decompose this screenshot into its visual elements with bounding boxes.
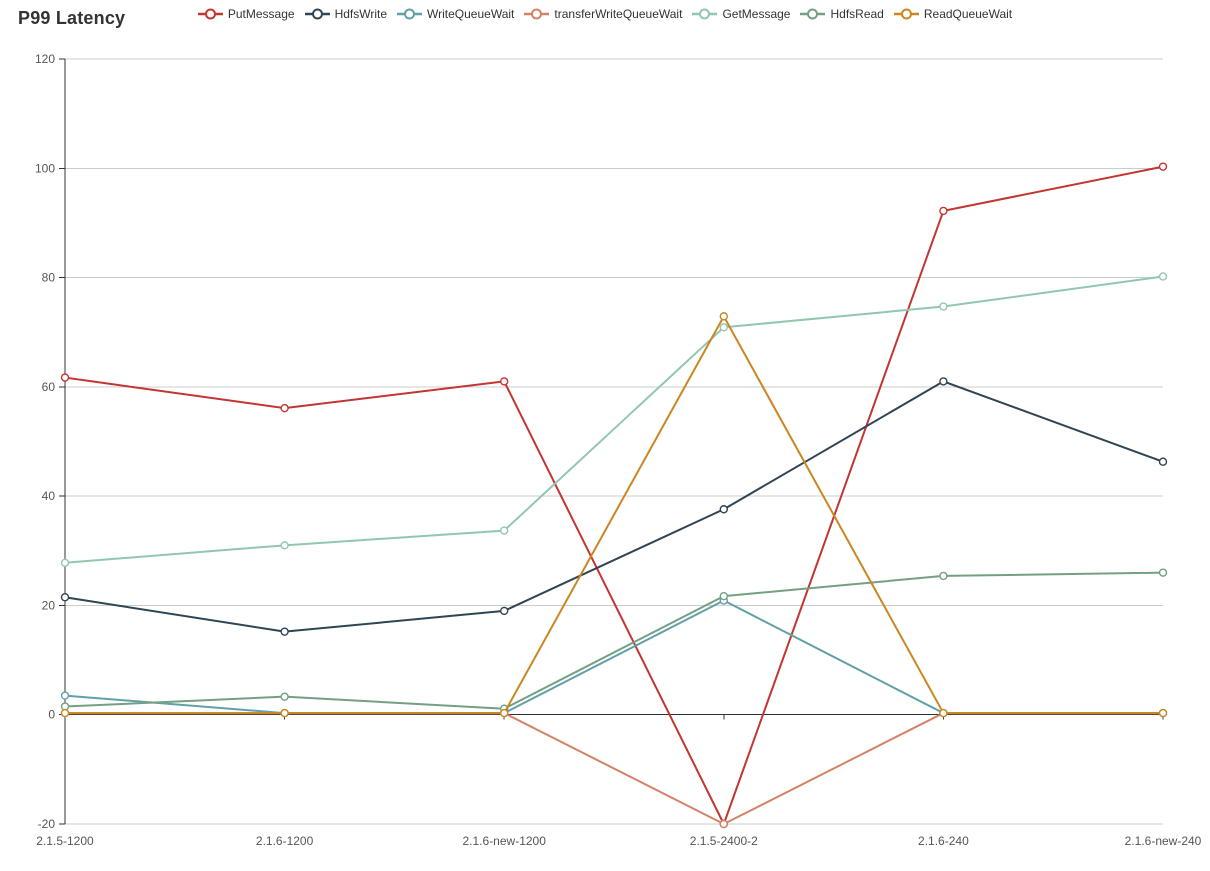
HdfsRead-legend-line-icon [800, 8, 826, 20]
chart-header: P99 Latency PutMessage HdfsWrite WriteQueu… [0, 0, 1210, 40]
legend-item-transferWriteQueueWait[interactable]: transferWriteQueueWait [524, 7, 682, 21]
data-point-HdfsWrite-2.1.5-1200[interactable] [60, 593, 70, 602]
series-line-transferWriteQueueWait [64, 712, 1164, 825]
legend-item-HdfsWrite[interactable]: HdfsWrite [304, 7, 388, 21]
x-tick-label: 2.1.6-new-1200 [463, 834, 547, 848]
data-point-GetMessage-2.1.6-new-240[interactable] [1158, 272, 1168, 281]
y-tick-label: 80 [42, 271, 56, 285]
ReadQueueWait-legend-line-icon [893, 8, 919, 20]
legend: PutMessage HdfsWrite WriteQueueWait transfe… [0, 7, 1210, 21]
x-tick-label: 2.1.6-240 [918, 834, 969, 848]
transferWriteQueueWait-legend-line-icon [524, 8, 550, 20]
legend-item-WriteQueueWait[interactable]: WriteQueueWait [397, 7, 514, 21]
PutMessage-legend-line-icon [197, 8, 223, 20]
data-point-HdfsRead-2.1.5-2400-2[interactable] [719, 591, 728, 601]
legend-label: WriteQueueWait [427, 7, 515, 21]
data-point-HdfsWrite-2.1.6-240[interactable] [939, 377, 948, 386]
data-point-PutMessage-2.1.6-new-1200[interactable] [500, 377, 509, 386]
legend-item-ReadQueueWait[interactable]: ReadQueueWait [893, 7, 1013, 21]
GetMessage-legend-line-icon [692, 8, 718, 20]
data-point-GetMessage-2.1.5-1200[interactable] [60, 558, 70, 568]
data-point-PutMessage-2.1.6-1200[interactable] [280, 403, 289, 413]
legend-label: PutMessage [227, 7, 295, 21]
series-line-HdfsWrite [64, 380, 1164, 633]
series-line-PutMessage [64, 165, 1164, 825]
legend-label: HdfsWrite [334, 7, 388, 21]
x-tick-label: 2.1.5-1200 [36, 834, 94, 848]
x-tick-label: 2.1.6-1200 [256, 834, 314, 848]
y-tick-label: 100 [35, 161, 55, 175]
y-tick-label: 120 [35, 52, 55, 66]
y-tick-label: 20 [42, 598, 56, 612]
data-point-ReadQueueWait-2.1.5-1200[interactable] [60, 708, 70, 718]
data-point-ReadQueueWait-2.1.6-1200[interactable] [280, 708, 289, 718]
data-point-ReadQueueWait-2.1.5-2400-2[interactable] [719, 312, 728, 321]
data-point-HdfsWrite-2.1.6-new-1200[interactable] [500, 606, 509, 616]
HdfsWrite-legend-line-icon [304, 8, 330, 20]
data-point-PutMessage-2.1.5-1200[interactable] [60, 373, 70, 382]
data-point-GetMessage-2.1.6-1200[interactable] [280, 541, 289, 550]
data-point-transferWriteQueueWait-2.1.5-2400-2[interactable] [719, 819, 728, 829]
data-point-HdfsWrite-2.1.6-1200[interactable] [280, 627, 289, 636]
legend-item-HdfsRead[interactable]: HdfsRead [800, 7, 884, 21]
data-point-GetMessage-2.1.6-new-1200[interactable] [500, 526, 509, 535]
series-line-HdfsRead [64, 571, 1164, 710]
chart-title: P99 Latency [18, 8, 126, 28]
data-point-GetMessage-2.1.6-240[interactable] [939, 302, 948, 311]
y-tick-label: 40 [42, 489, 56, 503]
x-tick-label: 2.1.5-2400-2 [690, 834, 758, 848]
data-point-HdfsRead-2.1.6-new-240[interactable] [1158, 568, 1168, 577]
legend-label: GetMessage [722, 7, 791, 21]
legend-label: HdfsRead [830, 7, 884, 21]
legend-item-PutMessage[interactable]: PutMessage [197, 7, 295, 21]
data-point-PutMessage-2.1.6-240[interactable] [939, 206, 948, 216]
data-point-PutMessage-2.1.6-new-240[interactable] [1158, 162, 1168, 171]
data-point-ReadQueueWait-2.1.6-new-1200[interactable] [500, 708, 509, 718]
data-point-HdfsWrite-2.1.6-new-240[interactable] [1158, 457, 1168, 466]
y-tick-label: 0 [48, 708, 55, 722]
data-point-ReadQueueWait-2.1.6-240[interactable] [939, 708, 948, 718]
legend-label: ReadQueueWait [923, 7, 1013, 21]
data-point-ReadQueueWait-2.1.6-new-240[interactable] [1158, 708, 1168, 718]
legend-item-GetMessage[interactable]: GetMessage [692, 7, 790, 21]
y-tick-label: 60 [42, 380, 56, 394]
data-point-GetMessage-2.1.5-2400-2[interactable] [719, 323, 728, 332]
y-tick-label: -20 [38, 817, 56, 831]
series-line-ReadQueueWait [64, 315, 1164, 715]
WriteQueueWait-legend-line-icon [397, 8, 423, 20]
legend-label: transferWriteQueueWait [554, 7, 683, 21]
series-line-GetMessage [64, 275, 1164, 564]
data-point-HdfsRead-2.1.6-240[interactable] [939, 571, 948, 581]
data-point-WriteQueueWait-2.1.5-1200[interactable] [60, 691, 70, 700]
data-point-HdfsWrite-2.1.5-2400-2[interactable] [719, 505, 728, 514]
series-line-WriteQueueWait [64, 599, 1164, 715]
x-tick-label: 2.1.6-new-240 [1125, 834, 1202, 848]
data-point-HdfsRead-2.1.6-1200[interactable] [280, 692, 289, 701]
